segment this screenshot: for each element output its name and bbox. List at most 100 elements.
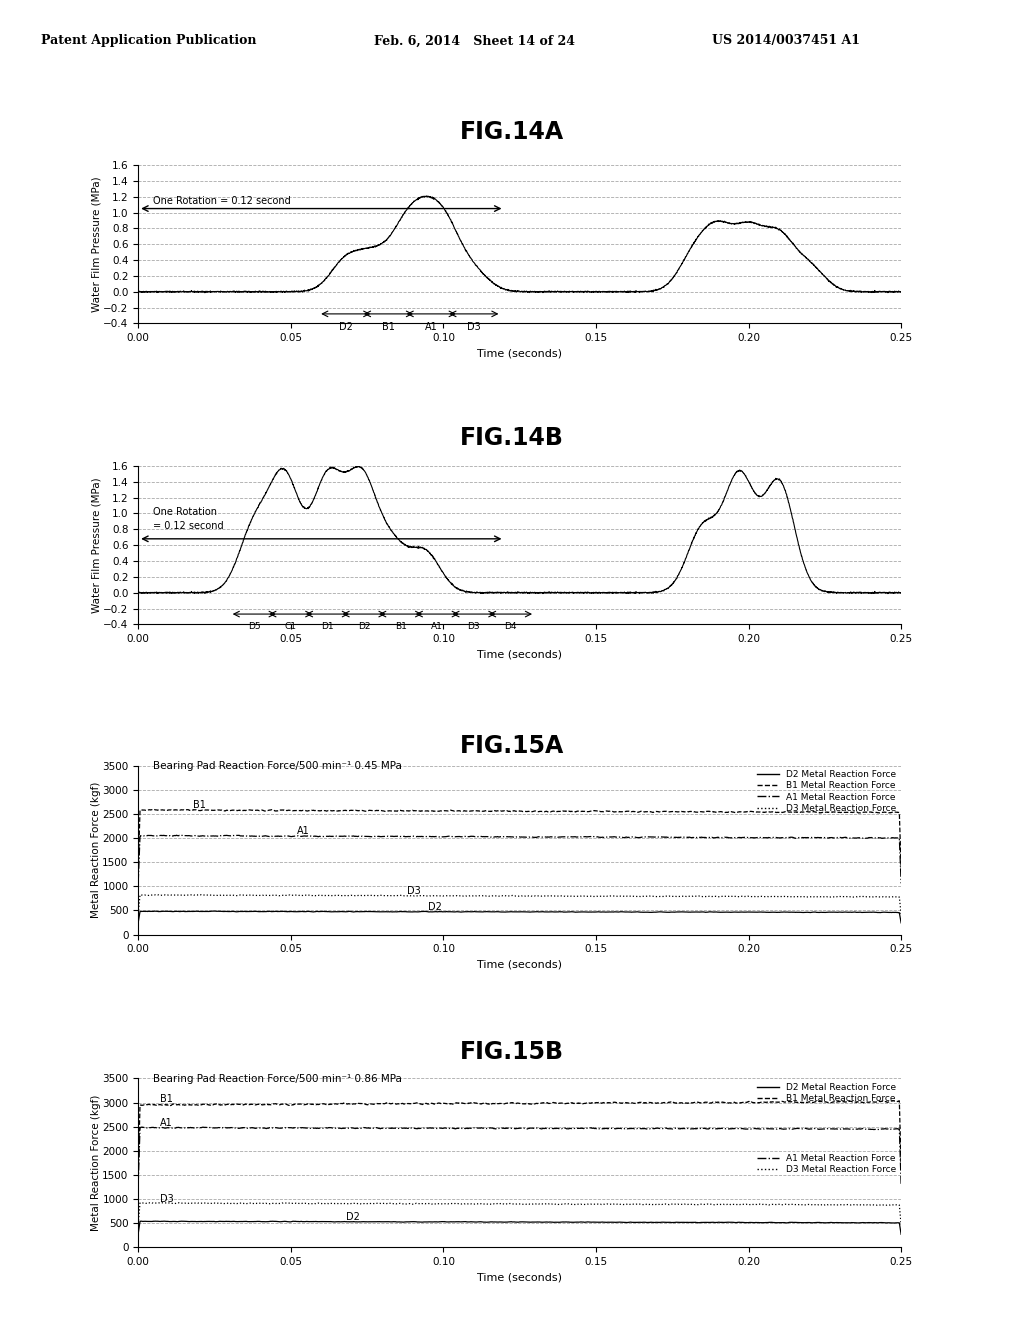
B1 Metal Reaction Force: [895, 862, 907, 878]
B1 Metal Reaction Force: [887, 1093, 899, 1109]
Text: One Rotation = 0.12 second: One Rotation = 0.12 second: [154, 197, 291, 206]
D2 Metal Reaction Force: [881, 1214, 893, 1230]
D3 Metal Reaction Force: [132, 1216, 144, 1232]
D3 Metal Reaction Force: [194, 887, 206, 903]
Text: Feb. 6, 2014   Sheet 14 of 24: Feb. 6, 2014 Sheet 14 of 24: [374, 34, 574, 48]
A1 Metal Reaction Force: [264, 829, 276, 845]
D3 Metal Reaction Force: [881, 1197, 893, 1213]
D3 Metal Reaction Force: [156, 1195, 168, 1210]
D2 Metal Reaction Force: [881, 904, 893, 920]
B1 Metal Reaction Force: [798, 804, 810, 820]
Text: B1: B1: [382, 322, 395, 331]
Text: = 0.12 second: = 0.12 second: [154, 521, 224, 531]
Line: A1 Metal Reaction Force: A1 Metal Reaction Force: [138, 1127, 901, 1184]
A1 Metal Reaction Force: [264, 1119, 276, 1135]
X-axis label: Time (seconds): Time (seconds): [477, 348, 562, 359]
A1 Metal Reaction Force: [171, 828, 183, 843]
A1 Metal Reaction Force: [219, 828, 231, 843]
Text: D3: D3: [407, 886, 421, 896]
Text: D2: D2: [357, 622, 371, 631]
Text: B1: B1: [194, 800, 206, 810]
A1 Metal Reaction Force: [136, 1119, 148, 1135]
D3 Metal Reaction Force: [895, 1217, 907, 1233]
D2 Metal Reaction Force: [175, 1213, 187, 1229]
Text: B1: B1: [160, 1094, 172, 1104]
B1 Metal Reaction Force: [425, 1096, 437, 1111]
B1 Metal Reaction Force: [219, 803, 231, 818]
B1 Metal Reaction Force: [880, 1094, 892, 1110]
Text: D3: D3: [160, 1195, 173, 1204]
B1 Metal Reaction Force: [895, 1160, 907, 1176]
B1 Metal Reaction Force: [219, 1097, 231, 1113]
X-axis label: Time (seconds): Time (seconds): [477, 960, 562, 970]
Legend: A1 Metal Reaction Force, D3 Metal Reaction Force: A1 Metal Reaction Force, D3 Metal Reacti…: [757, 1154, 897, 1175]
Text: B1: B1: [394, 622, 407, 631]
D2 Metal Reaction Force: [219, 1213, 231, 1229]
D3 Metal Reaction Force: [798, 888, 810, 904]
Text: D1: D1: [322, 622, 334, 631]
Y-axis label: Metal Reaction Force (kgf): Metal Reaction Force (kgf): [91, 1094, 101, 1232]
Text: Patent Application Publication: Patent Application Publication: [41, 34, 256, 48]
Line: D2 Metal Reaction Force: D2 Metal Reaction Force: [138, 911, 901, 923]
A1 Metal Reaction Force: [132, 1176, 144, 1192]
D2 Metal Reaction Force: [895, 1226, 907, 1242]
D3 Metal Reaction Force: [425, 1196, 437, 1212]
Text: A1: A1: [160, 1118, 172, 1127]
Line: A1 Metal Reaction Force: A1 Metal Reaction Force: [138, 836, 901, 883]
Text: A1: A1: [431, 622, 443, 631]
Text: A1: A1: [297, 826, 309, 836]
D3 Metal Reaction Force: [132, 906, 144, 921]
B1 Metal Reaction Force: [881, 804, 893, 820]
D2 Metal Reaction Force: [425, 904, 437, 920]
Y-axis label: Water Film Pressure (MPa): Water Film Pressure (MPa): [92, 177, 101, 312]
A1 Metal Reaction Force: [881, 1121, 893, 1137]
B1 Metal Reaction Force: [132, 861, 144, 876]
Text: FIG.14A: FIG.14A: [460, 120, 564, 144]
D3 Metal Reaction Force: [881, 888, 893, 904]
D3 Metal Reaction Force: [425, 888, 437, 904]
D2 Metal Reaction Force: [458, 1214, 470, 1230]
A1 Metal Reaction Force: [132, 874, 144, 890]
Line: B1 Metal Reaction Force: B1 Metal Reaction Force: [138, 1101, 901, 1171]
B1 Metal Reaction Force: [264, 803, 276, 818]
Text: D4: D4: [504, 622, 517, 631]
Line: D3 Metal Reaction Force: D3 Metal Reaction Force: [138, 895, 901, 915]
B1 Metal Reaction Force: [132, 1163, 144, 1179]
D3 Metal Reaction Force: [458, 1196, 470, 1212]
Text: A1: A1: [425, 322, 437, 331]
Text: US 2014/0037451 A1: US 2014/0037451 A1: [712, 34, 860, 48]
X-axis label: Time (seconds): Time (seconds): [477, 1272, 562, 1283]
Line: D3 Metal Reaction Force: D3 Metal Reaction Force: [138, 1203, 901, 1225]
B1 Metal Reaction Force: [425, 803, 437, 818]
Text: FIG.15B: FIG.15B: [460, 1040, 564, 1064]
B1 Metal Reaction Force: [264, 1097, 276, 1113]
D3 Metal Reaction Force: [458, 888, 470, 904]
D2 Metal Reaction Force: [264, 904, 276, 920]
D2 Metal Reaction Force: [798, 904, 810, 920]
Text: C1: C1: [285, 622, 297, 631]
D3 Metal Reaction Force: [895, 907, 907, 923]
Line: D2 Metal Reaction Force: D2 Metal Reaction Force: [138, 1221, 901, 1234]
D2 Metal Reaction Force: [425, 1214, 437, 1230]
Text: FIG.15A: FIG.15A: [460, 734, 564, 758]
A1 Metal Reaction Force: [798, 1121, 810, 1137]
A1 Metal Reaction Force: [895, 875, 907, 891]
D2 Metal Reaction Force: [458, 904, 470, 920]
D3 Metal Reaction Force: [798, 1197, 810, 1213]
Y-axis label: Water Film Pressure (MPa): Water Film Pressure (MPa): [92, 478, 101, 612]
A1 Metal Reaction Force: [881, 830, 893, 846]
Legend: D2 Metal Reaction Force, B1 Metal Reaction Force, A1 Metal Reaction Force, D3 Me: D2 Metal Reaction Force, B1 Metal Reacti…: [757, 770, 897, 813]
D3 Metal Reaction Force: [264, 1196, 276, 1212]
D3 Metal Reaction Force: [219, 887, 231, 903]
D2 Metal Reaction Force: [264, 1213, 276, 1229]
A1 Metal Reaction Force: [895, 1176, 907, 1192]
B1 Metal Reaction Force: [458, 803, 470, 818]
Text: D2: D2: [428, 902, 442, 912]
Text: D2: D2: [346, 1212, 359, 1222]
B1 Metal Reaction Force: [458, 1096, 470, 1111]
A1 Metal Reaction Force: [425, 1121, 437, 1137]
D2 Metal Reaction Force: [132, 1225, 144, 1241]
D2 Metal Reaction Force: [895, 915, 907, 931]
Y-axis label: Metal Reaction Force (kgf): Metal Reaction Force (kgf): [91, 781, 101, 919]
B1 Metal Reaction Force: [798, 1094, 810, 1110]
